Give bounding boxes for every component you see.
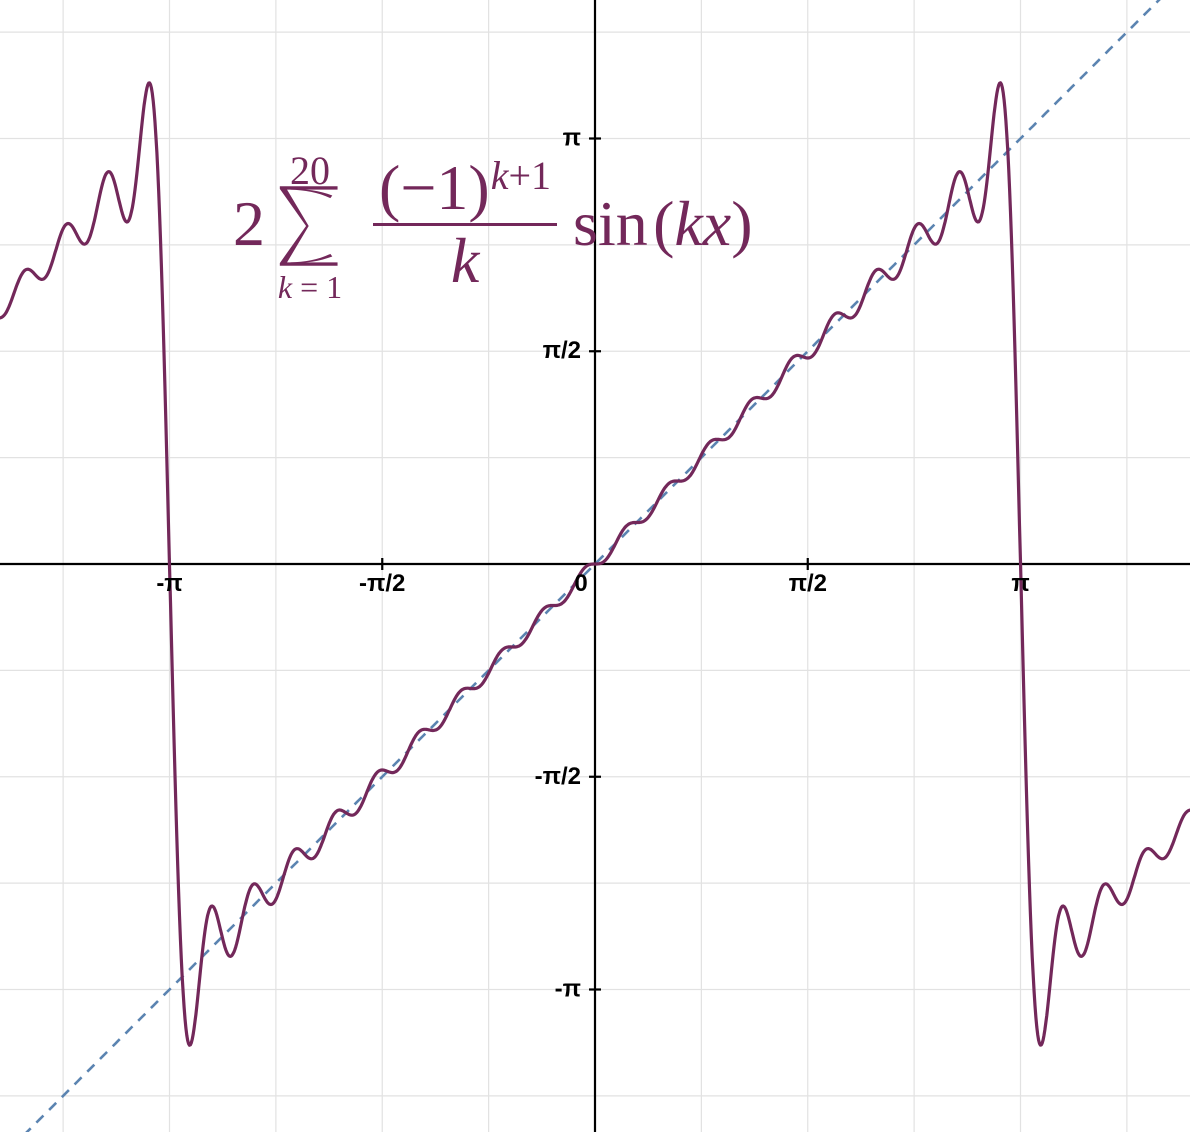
svg-text:π/2: π/2 (543, 337, 581, 364)
svg-text:0: 0 (574, 570, 587, 597)
svg-text:-π: -π (156, 570, 182, 597)
svg-text:-π/2: -π/2 (359, 570, 405, 597)
svg-text:-π/2: -π/2 (535, 763, 581, 790)
svg-text:π: π (1011, 570, 1029, 597)
svg-text:-π: -π (555, 976, 581, 1003)
svg-text:π/2: π/2 (789, 570, 827, 597)
